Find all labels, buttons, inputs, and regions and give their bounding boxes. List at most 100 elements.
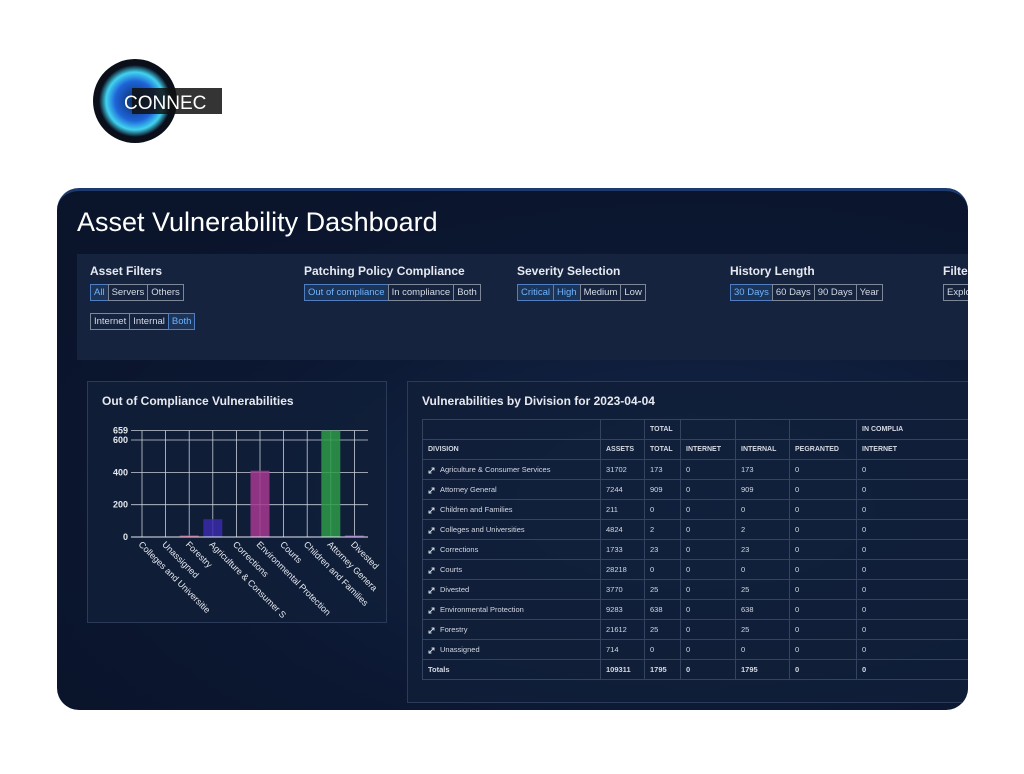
table-header: DIVISION ASSETS TOTAL INTERNET INTERNAL PEGRA… <box>422 439 968 460</box>
cell-text: 4824 <box>606 525 623 534</box>
filter-button[interactable]: 30 Days <box>730 284 773 301</box>
table-cell: 0 <box>680 579 736 600</box>
table-cell: 0 <box>680 599 736 620</box>
filter-button[interactable]: Medium <box>579 284 622 301</box>
totals-cell: 109311 <box>600 659 645 680</box>
cell-text: 25 <box>741 585 750 594</box>
expand-icon[interactable] <box>428 587 435 594</box>
filter-button[interactable]: Year <box>855 284 883 301</box>
cell-text: 25 <box>650 625 659 634</box>
cell-text: 0 <box>862 605 867 614</box>
filter-button[interactable]: Explo <box>943 284 968 301</box>
filter-group: Filte Explo <box>943 264 968 313</box>
filter-label: Patching Policy Compliance <box>304 264 465 278</box>
cell-text: 23 <box>741 545 750 554</box>
cell-text: 25 <box>741 625 750 634</box>
table-cell: Agriculture & Consumer Services <box>422 459 601 480</box>
table-cell: 7244 <box>600 479 645 500</box>
table-title: Vulnerabilities by Division for 2023-04-… <box>422 394 655 408</box>
cell-text: 2 <box>650 525 655 534</box>
expand-icon[interactable] <box>428 567 435 574</box>
cell-text: 0 <box>741 645 746 654</box>
expand-icon[interactable] <box>428 527 435 534</box>
table-row: Unassigned 714 0 0 0 0 0 <box>422 639 968 660</box>
table-cell: 638 <box>735 599 790 620</box>
cell-text: 31702 <box>606 465 627 474</box>
filter-row: All Servers Others <box>90 284 194 301</box>
cell-text: 0 <box>686 505 691 514</box>
table-cell: 909 <box>735 479 790 500</box>
filter-button[interactable]: All <box>90 284 109 301</box>
cell-text: 0 <box>862 585 867 594</box>
cell-text: 2 <box>741 525 746 534</box>
expand-icon[interactable] <box>428 467 435 474</box>
filter-button[interactable]: Others <box>147 284 184 301</box>
cell-text: 28218 <box>606 565 627 574</box>
table-cell: 0 <box>789 479 857 500</box>
table-cell: 2 <box>644 519 681 540</box>
cell-text: 173 <box>650 465 663 474</box>
table-cell: 9283 <box>600 599 645 620</box>
cell-text: 0 <box>862 565 867 574</box>
filter-button[interactable]: 60 Days <box>771 284 815 301</box>
filter-button[interactable]: Servers <box>107 284 149 301</box>
table-cell: 0 <box>680 559 736 580</box>
table-cell: 0 <box>856 499 968 520</box>
filter-button[interactable]: Out of compliance <box>304 284 389 301</box>
table-cell: 25 <box>644 579 681 600</box>
expand-icon[interactable] <box>428 607 435 614</box>
filter-button[interactable]: Both <box>453 284 481 301</box>
filter-button[interactable]: Internal <box>129 313 169 330</box>
table-cell: 0 <box>789 519 857 540</box>
totals-cell: Totals <box>422 659 601 680</box>
table-row: Courts 28218 0 0 0 0 0 <box>422 559 968 580</box>
table-cell: Corrections <box>422 539 601 560</box>
table-cell: 0 <box>789 499 857 520</box>
cell-text: 0 <box>686 645 691 654</box>
filter-button[interactable]: Both <box>167 313 196 330</box>
header-cell: TOTAL <box>644 439 681 460</box>
table-cell: 0 <box>789 539 857 560</box>
cell-text: 638 <box>741 605 754 614</box>
filter-button[interactable]: Critical <box>517 284 555 301</box>
expand-icon-path <box>428 627 435 634</box>
expand-icon[interactable] <box>428 647 435 654</box>
table-cell: 0 <box>680 459 736 480</box>
filter-group: History Length 30 Days 60 Days 90 Days Year <box>730 264 883 313</box>
cell-text: 173 <box>741 465 754 474</box>
cell-text: 638 <box>650 605 663 614</box>
division-table: TOTAL IN COMPLIA DIVISION ASSETS TOTAL INTERN… <box>422 419 968 680</box>
cell-text: 0 <box>686 525 691 534</box>
bar <box>250 470 270 537</box>
cell-text: 714 <box>606 645 619 654</box>
expand-icon[interactable] <box>428 507 435 514</box>
cell-text: 0 <box>686 565 691 574</box>
cell-text: 0 <box>862 525 867 534</box>
expand-icon[interactable] <box>428 627 435 634</box>
expand-icon[interactable] <box>428 487 435 494</box>
header-cell: ASSETS <box>600 439 645 460</box>
totals-cell: 0 <box>789 659 857 680</box>
table-cell: 0 <box>680 519 736 540</box>
table-cell: Colleges and Universities <box>422 519 601 540</box>
filter-button[interactable]: High <box>553 284 581 301</box>
filter-bar: Asset Filters All Servers Others Internet Int… <box>77 254 968 360</box>
table-cell: Attorney General <box>422 479 601 500</box>
y-tick-label: 659 <box>113 426 128 436</box>
cell-text: 0 <box>862 465 867 474</box>
expand-icon-path <box>428 487 435 494</box>
table-cell: 0 <box>680 479 736 500</box>
table-cell: 0 <box>856 519 968 540</box>
expand-icon[interactable] <box>428 547 435 554</box>
filter-button[interactable]: 90 Days <box>813 284 857 301</box>
filter-button[interactable]: Low <box>620 284 646 301</box>
cell-text: Courts <box>440 565 463 574</box>
table-cell: 211 <box>600 499 645 520</box>
table-row: Corrections 1733 23 0 23 0 0 <box>422 539 968 560</box>
filter-button[interactable]: In compliance <box>387 284 455 301</box>
table-cell: Unassigned <box>422 639 601 660</box>
filter-button[interactable]: Internet <box>90 313 131 330</box>
table-cell: 4824 <box>600 519 645 540</box>
header-cell: INTERNAL <box>735 439 790 460</box>
